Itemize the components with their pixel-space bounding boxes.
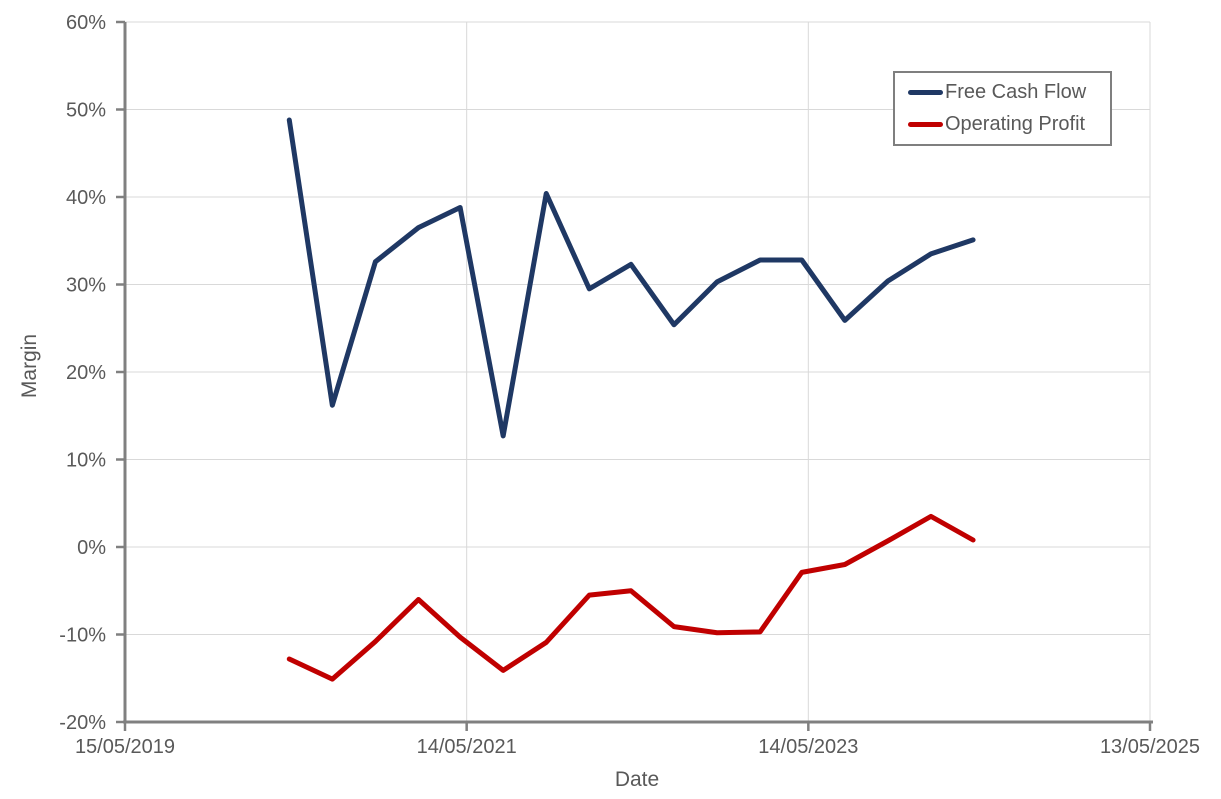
y-tick-label: 30% <box>66 275 106 297</box>
legend-item-operating-profit: Operating Profit <box>908 113 1110 136</box>
x-axis-title: Date <box>614 768 660 791</box>
y-tick-label: -20% <box>59 712 106 734</box>
legend-label-free-cash-flow: Free Cash Flow <box>945 81 1087 104</box>
legend: Free Cash Flow Operating Profit <box>893 71 1112 146</box>
y-tick-label: 50% <box>66 100 106 122</box>
y-tick-label: 60% <box>66 12 106 34</box>
legend-line-swatch-operating-profit <box>908 121 943 127</box>
series-line-operating-profit <box>286 513 976 682</box>
x-tick-label: 13/05/2025 <box>1100 736 1200 758</box>
legend-label-operating-profit: Operating Profit <box>945 112 1086 135</box>
legend-item-free-cash-flow: Free Cash Flow <box>908 81 1110 104</box>
y-tick-label: -10% <box>59 625 106 647</box>
x-tick-label: 14/05/2023 <box>758 736 858 758</box>
legend-line-swatch-free-cash-flow <box>908 90 943 96</box>
y-tick-label: 20% <box>66 362 106 384</box>
y-tick-label: 0% <box>77 537 106 559</box>
y-tick-label: 40% <box>66 187 106 209</box>
y-axis-title: Margin <box>18 333 41 399</box>
x-tick-label: 15/05/2019 <box>75 736 175 758</box>
y-tick-label: 10% <box>66 450 106 472</box>
series-line-free-cash-flow <box>286 117 976 439</box>
x-tick-label: 14/05/2021 <box>417 736 517 758</box>
